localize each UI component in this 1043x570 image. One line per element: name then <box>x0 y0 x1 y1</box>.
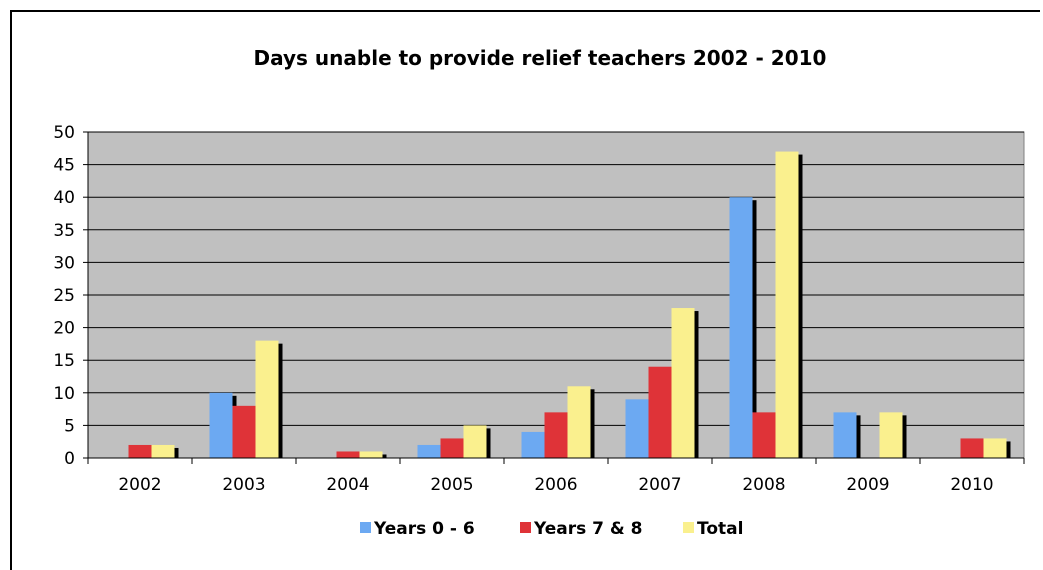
legend-swatch <box>683 522 694 533</box>
bars <box>128 151 1011 458</box>
bar <box>128 444 152 458</box>
bar <box>440 438 464 458</box>
legend-label: Total <box>697 519 743 539</box>
y-tick-label: 10 <box>53 384 75 404</box>
bar <box>960 438 984 458</box>
x-tick-label: 2002 <box>118 475 161 495</box>
y-tick-label: 50 <box>53 123 75 143</box>
bar <box>775 151 799 458</box>
x-tick-label: 2008 <box>742 475 785 495</box>
bar <box>833 412 857 458</box>
legend: Years 0 - 6 Years 7 & 8 Total <box>360 519 743 539</box>
y-tick-label: 30 <box>53 253 75 273</box>
bar <box>255 340 279 458</box>
bar <box>752 412 776 458</box>
y-axis-ticks: 0 5 10 15 20 25 30 35 40 45 50 <box>53 123 89 469</box>
bar <box>729 197 753 458</box>
bar <box>232 405 256 458</box>
bar <box>417 444 441 458</box>
bar <box>209 392 233 458</box>
chart-frame <box>10 10 1040 570</box>
bar <box>151 444 175 458</box>
x-tick-label: 2006 <box>534 475 577 495</box>
x-tick-label: 2005 <box>430 475 473 495</box>
legend-swatch <box>520 522 531 533</box>
bar <box>463 425 487 458</box>
legend-label: Years 7 & 8 <box>533 519 643 539</box>
y-tick-label: 5 <box>64 416 75 436</box>
bar <box>359 451 383 458</box>
y-tick-label: 20 <box>53 319 75 339</box>
bar <box>567 386 591 458</box>
bar <box>625 399 649 458</box>
bar <box>648 366 672 458</box>
chart-title: Days unable to provide relief teachers 2… <box>254 46 827 70</box>
x-tick-label: 2003 <box>222 475 265 495</box>
y-tick-label: 15 <box>53 351 75 371</box>
legend-swatch <box>360 522 371 533</box>
bar <box>336 451 360 458</box>
x-axis-ticks: 2002 2003 2004 2005 2006 2007 2008 2009 2010 <box>87 457 1025 495</box>
x-tick-label: 2007 <box>638 475 681 495</box>
y-tick-label: 45 <box>53 156 75 176</box>
y-tick-label: 25 <box>53 286 75 306</box>
y-tick-label: 35 <box>53 221 75 241</box>
bar <box>544 412 568 458</box>
bar <box>879 412 903 458</box>
bar <box>671 308 695 458</box>
legend-label: Years 0 - 6 <box>373 519 475 539</box>
x-tick-label: 2010 <box>950 475 993 495</box>
x-tick-label: 2004 <box>326 475 369 495</box>
bar <box>521 431 545 458</box>
x-tick-label: 2009 <box>846 475 889 495</box>
y-tick-label: 40 <box>53 188 75 208</box>
bar <box>983 438 1007 458</box>
y-tick-label: 0 <box>64 449 75 469</box>
